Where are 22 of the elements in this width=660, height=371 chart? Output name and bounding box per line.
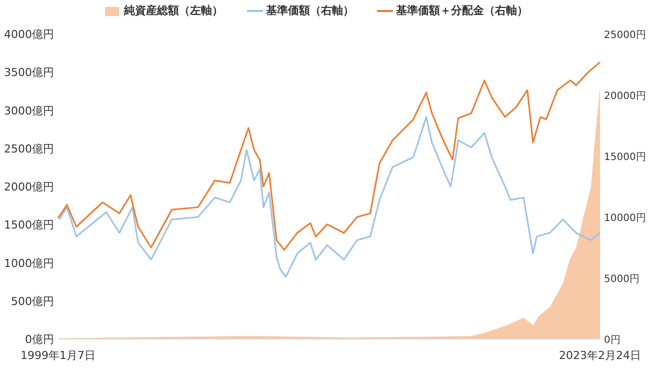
legend-label: 基準価額＋分配金（右軸） [395,4,528,17]
line-series [58,116,601,278]
y-tick-label: 0億円 [25,333,54,346]
y-tick-label: 500億円 [11,294,54,308]
y2-tick-label: 10000円 [604,213,646,224]
y-tick-label: 2000億円 [4,180,54,194]
x-tick-label: 1999年1月7日 [20,349,96,362]
y2-tick-label: 0円 [604,335,620,346]
legend-label: 基準価額（右軸） [265,4,354,17]
y2-tick-label: 25000円 [604,30,646,41]
y2-tick-label: 5000円 [604,274,640,285]
y-tick-label: 1500億円 [4,218,54,232]
y-tick-label: 3000億円 [4,104,54,118]
y2-tick-label: 15000円 [604,152,646,163]
y-tick-label: 3500億円 [4,66,54,80]
y-tick-label: 4000億円 [4,28,54,41]
line-series [57,61,601,251]
y2-tick-label: 20000円 [604,91,646,102]
y-tick-label: 1000億円 [4,256,54,270]
x-tick-label: 2023年2月24日 [559,349,641,362]
y-tick-label: 2500億円 [4,142,54,156]
legend-label: 純資産総額（左軸） [123,4,223,17]
